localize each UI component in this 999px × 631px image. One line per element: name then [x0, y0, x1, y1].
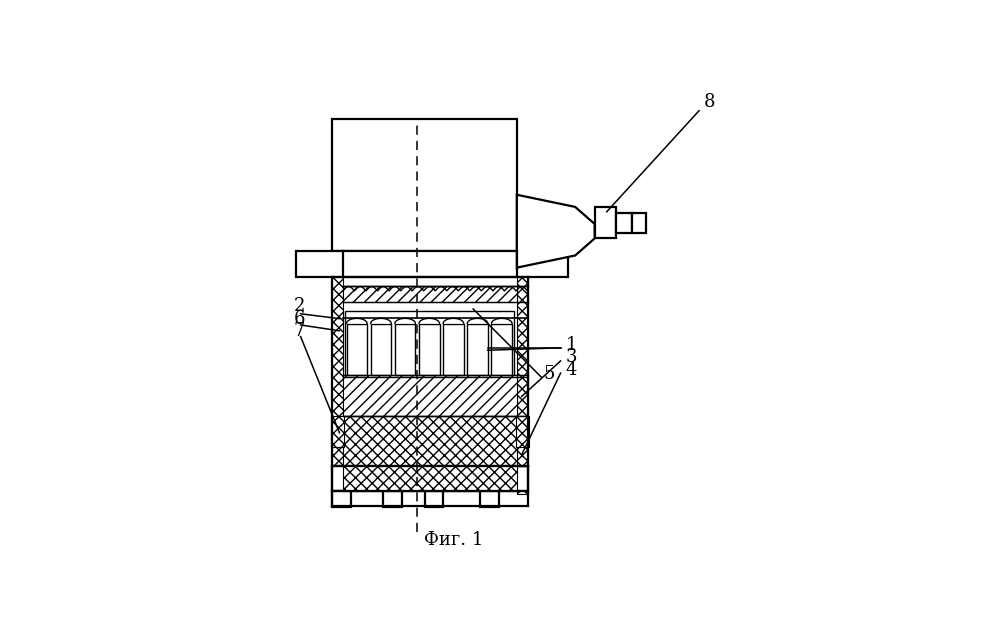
Polygon shape: [444, 319, 464, 324]
Text: 8: 8: [704, 93, 715, 111]
Text: 7: 7: [294, 322, 305, 339]
Polygon shape: [516, 195, 594, 268]
Bar: [333, 119, 516, 251]
Bar: [333, 466, 527, 491]
Bar: [332, 416, 344, 447]
Text: 6: 6: [294, 310, 305, 327]
Bar: [346, 311, 514, 377]
Bar: [516, 278, 527, 493]
Bar: [419, 324, 440, 375]
Polygon shape: [468, 319, 488, 324]
Bar: [515, 416, 528, 447]
Text: 5: 5: [543, 365, 554, 384]
Bar: [481, 491, 499, 507]
Polygon shape: [492, 319, 512, 324]
Text: 3: 3: [565, 348, 577, 367]
Bar: [347, 324, 367, 375]
Bar: [343, 416, 516, 466]
Bar: [343, 466, 516, 491]
Bar: [343, 286, 516, 287]
Bar: [468, 324, 488, 375]
Bar: [343, 375, 516, 416]
Polygon shape: [371, 319, 392, 324]
Bar: [616, 213, 632, 233]
Polygon shape: [395, 319, 416, 324]
Text: 2: 2: [294, 297, 305, 316]
Polygon shape: [347, 319, 367, 324]
Bar: [333, 491, 351, 507]
Polygon shape: [419, 319, 440, 324]
Bar: [384, 491, 402, 507]
Bar: [632, 213, 646, 233]
Text: 4: 4: [565, 360, 576, 379]
Bar: [395, 324, 416, 375]
Bar: [371, 324, 392, 375]
Bar: [492, 324, 512, 375]
Bar: [425, 491, 443, 507]
Bar: [594, 207, 616, 239]
Bar: [296, 251, 567, 278]
Bar: [333, 278, 343, 493]
Text: 1: 1: [565, 336, 577, 354]
Text: Фиг. 1: Фиг. 1: [424, 531, 484, 549]
Bar: [343, 286, 516, 302]
Bar: [444, 324, 464, 375]
